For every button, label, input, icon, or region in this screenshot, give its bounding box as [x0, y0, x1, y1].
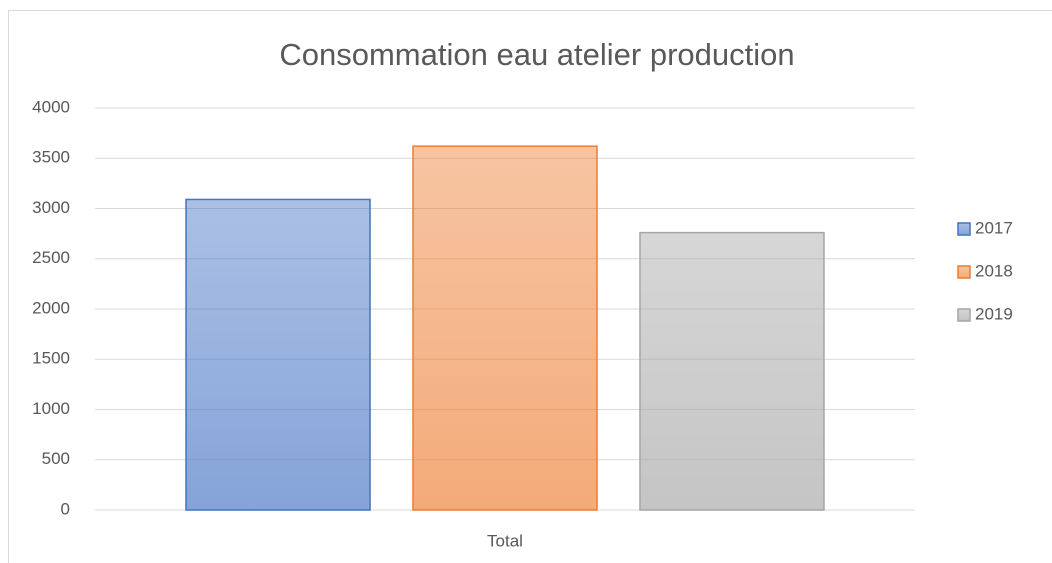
y-tick-label: 2500: [32, 248, 70, 267]
y-tick-label: 1000: [32, 399, 70, 418]
y-tick-label: 4000: [32, 97, 70, 116]
legend-swatch: [957, 222, 971, 236]
chart-border: [8, 10, 1052, 563]
y-tick-label: 2000: [32, 298, 70, 317]
legend-label: 2019: [975, 304, 1013, 323]
y-tick-label: 1500: [32, 349, 70, 368]
y-tick-label: 3500: [32, 148, 70, 167]
y-tick-label: 0: [61, 499, 70, 518]
legend-swatch: [957, 265, 971, 279]
y-tick-label: 3000: [32, 198, 70, 217]
bar: [639, 231, 825, 511]
legend-swatch: [957, 308, 971, 322]
y-tick-label: 500: [42, 449, 70, 468]
legend-label: 2018: [975, 261, 1013, 280]
bar: [185, 198, 371, 511]
x-tick-label: Total: [487, 531, 523, 550]
chart-title: Consommation eau atelier production: [279, 37, 794, 72]
legend-label: 2017: [975, 218, 1013, 237]
bar: [412, 145, 598, 511]
